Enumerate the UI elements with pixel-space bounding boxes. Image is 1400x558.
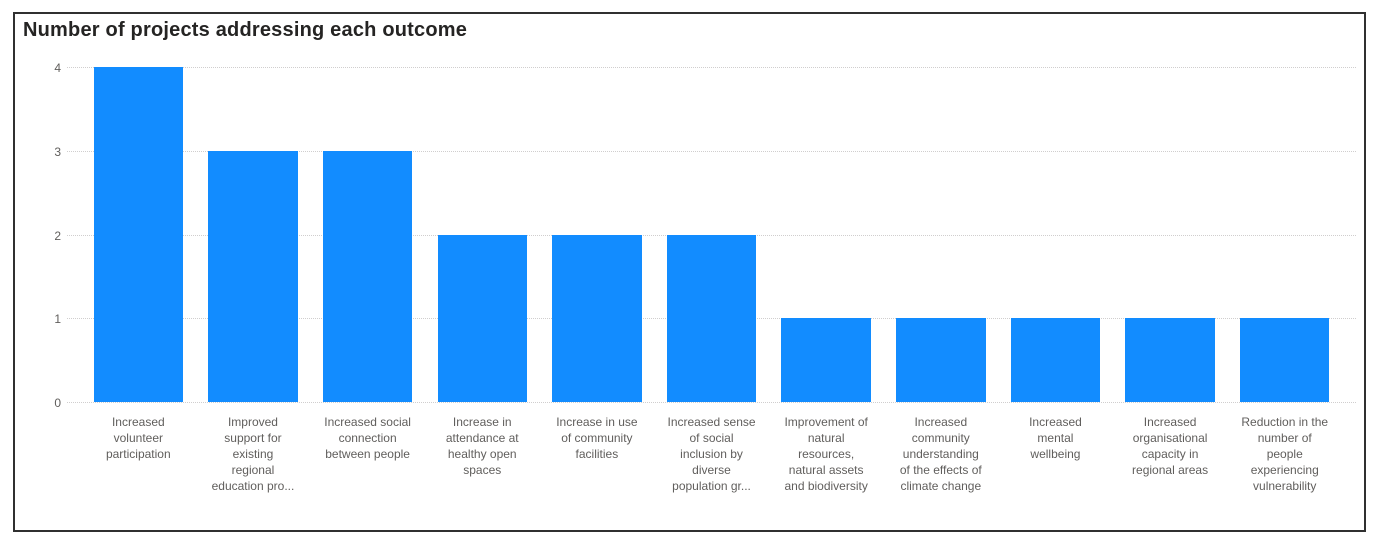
bar[interactable] xyxy=(1240,318,1330,402)
bar-slot xyxy=(998,67,1113,402)
bar[interactable] xyxy=(1125,318,1215,402)
bar-slot xyxy=(540,67,655,402)
bar[interactable] xyxy=(93,67,184,402)
x-category-label: Increase in attendance at healthy open s… xyxy=(445,415,519,477)
x-category-label: Increased organisational capacity in reg… xyxy=(1132,415,1209,477)
y-tick-label: 2 xyxy=(54,228,61,243)
bar[interactable] xyxy=(781,318,871,402)
bar[interactable] xyxy=(322,150,413,402)
bar-slot xyxy=(883,67,998,402)
bar-slot xyxy=(1227,67,1342,402)
gridline: 4 xyxy=(54,61,1356,75)
gridline: 0 xyxy=(54,396,1356,410)
x-category-label: Improved support for existing regional e… xyxy=(211,415,295,493)
chart-title: Number of projects addressing each outco… xyxy=(23,19,468,41)
bar-slot xyxy=(310,67,425,402)
x-category-label: Increased community understanding of the… xyxy=(899,415,982,493)
bar-slot xyxy=(196,67,311,402)
bar-slot xyxy=(425,67,540,402)
bar[interactable] xyxy=(896,318,986,402)
x-category-label: Increased sense of social inclusion by d… xyxy=(667,415,756,493)
y-tick-label: 4 xyxy=(54,61,61,75)
bar-slot xyxy=(1113,67,1228,402)
x-category-label: Increased social connection between peop… xyxy=(324,415,411,461)
x-category-label: Increased volunteer participation xyxy=(105,415,171,461)
bar[interactable] xyxy=(552,234,642,402)
y-tick-label: 1 xyxy=(54,312,61,327)
x-category-label: Increase in use of community facilities xyxy=(556,415,638,461)
plot-area: 4 3 2 1 0 xyxy=(54,61,1356,410)
x-category-label: Increased mental wellbeing xyxy=(1029,415,1082,461)
y-tick-label: 3 xyxy=(54,144,61,159)
x-category-label: Reduction in the number of people experi… xyxy=(1241,415,1329,493)
x-axis-labels: Increased volunteer participation Improve… xyxy=(81,414,1342,494)
bar[interactable] xyxy=(208,150,298,402)
bar[interactable] xyxy=(1010,318,1101,402)
x-category-label: Improvement of natural resources, natura… xyxy=(784,415,868,493)
y-tick-label: 0 xyxy=(54,396,61,410)
bars-container xyxy=(81,67,1342,402)
gridline: 3 xyxy=(54,145,1356,159)
bar[interactable] xyxy=(666,234,757,402)
bar-slot xyxy=(769,67,884,402)
bar-slot xyxy=(81,67,196,402)
bar-slot xyxy=(654,67,769,402)
chart-card: Number of projects addressing each outco… xyxy=(13,12,1366,532)
bar[interactable] xyxy=(437,234,527,402)
